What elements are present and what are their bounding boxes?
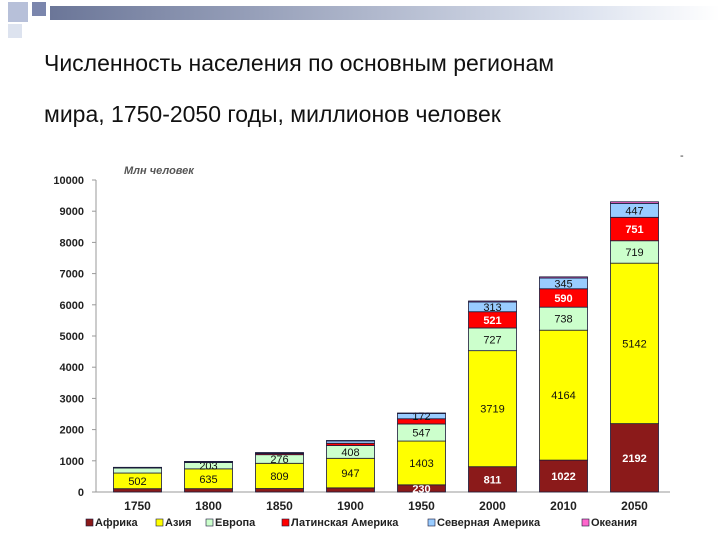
bar-segment bbox=[539, 329, 588, 461]
corner-square-small bbox=[32, 2, 46, 16]
bar-segment bbox=[255, 452, 304, 454]
bar-segment bbox=[468, 350, 517, 468]
bar-segment bbox=[468, 300, 517, 303]
stacked-bar-chart: 0 1000 2000 3000 4000 5000 6000 7000 8000 9000 100… bbox=[53, 165, 670, 529]
bar-segment bbox=[326, 457, 375, 489]
legend-swatch bbox=[85, 518, 94, 527]
x-tick-label: 1900 bbox=[337, 499, 364, 513]
bar-segment bbox=[610, 423, 659, 493]
y-tick-label: 4000 bbox=[60, 362, 84, 374]
data-label: 313 bbox=[483, 302, 501, 314]
legend-swatch bbox=[581, 518, 590, 527]
corner-square-large bbox=[8, 2, 28, 22]
legend-label: Европа bbox=[215, 517, 256, 529]
legend-label: Северная Америка bbox=[437, 517, 541, 529]
slide-title-line2: мира, 1750-2050 годы, миллионов человек bbox=[44, 101, 501, 127]
y-tick-label: 10000 bbox=[53, 175, 84, 187]
x-tick-label: 1750 bbox=[124, 499, 151, 513]
data-label: 1403 bbox=[409, 458, 433, 470]
bar-segment bbox=[468, 466, 517, 493]
legend-swatch bbox=[427, 518, 436, 527]
legend-swatch bbox=[155, 518, 164, 527]
bar-segment bbox=[113, 467, 162, 474]
x-tick-label: 2000 bbox=[479, 499, 506, 513]
bar-segment bbox=[539, 459, 588, 493]
data-label: 947 bbox=[341, 468, 359, 480]
x-tick-label: 1950 bbox=[408, 499, 435, 513]
legend-swatch bbox=[281, 518, 290, 527]
legend-swatch bbox=[205, 518, 214, 527]
y-tick-label: 0 bbox=[78, 487, 84, 499]
data-label: 408 bbox=[341, 447, 359, 459]
bar-segment bbox=[397, 440, 446, 486]
legend-label: Латинская Америка bbox=[291, 517, 399, 529]
data-label: 5142 bbox=[622, 338, 646, 350]
y-tick-label: 2000 bbox=[60, 425, 84, 437]
bar-segment bbox=[539, 276, 588, 279]
y-tick-label: 8000 bbox=[60, 237, 84, 249]
data-label: 738 bbox=[554, 314, 572, 326]
data-label: 4164 bbox=[551, 390, 575, 402]
bar-segment bbox=[326, 440, 375, 442]
y-axis-label: Млн человек bbox=[124, 165, 195, 177]
data-label: 751 bbox=[625, 224, 643, 236]
x-tick-label: 2050 bbox=[621, 499, 648, 513]
bar-segment bbox=[255, 488, 304, 493]
data-label: 635 bbox=[199, 474, 217, 486]
y-tick-label: 6000 bbox=[60, 300, 84, 312]
bar-segment bbox=[397, 412, 446, 414]
bar-segment bbox=[610, 262, 659, 425]
data-label: 809 bbox=[270, 471, 288, 483]
y-tick-label: 1000 bbox=[60, 456, 84, 468]
y-tick-label: 3000 bbox=[60, 393, 84, 405]
data-label: 203 bbox=[199, 461, 217, 473]
data-label: 811 bbox=[484, 474, 502, 486]
legend-label: Африка bbox=[95, 517, 139, 529]
bar-segment bbox=[184, 488, 233, 493]
bar-segment bbox=[113, 466, 162, 469]
legend-label: Океания bbox=[591, 517, 637, 529]
legend-label: Азия bbox=[165, 517, 192, 529]
bar-segment bbox=[610, 201, 659, 204]
bar-segment bbox=[113, 488, 162, 493]
data-label: 276 bbox=[270, 454, 288, 466]
data-label: 230 bbox=[412, 483, 430, 495]
header-gradient-bar bbox=[50, 6, 720, 20]
bar-segment bbox=[326, 487, 375, 493]
bar-segment bbox=[184, 461, 233, 463]
corner-square-pale bbox=[8, 24, 22, 38]
data-label: 2192 bbox=[622, 453, 646, 465]
data-label: 447 bbox=[625, 205, 643, 217]
slide-title-line1: Численность населения по основным регион… bbox=[44, 50, 555, 76]
corner-dash: - bbox=[680, 150, 684, 162]
data-label: 1022 bbox=[551, 471, 575, 483]
data-label: 521 bbox=[483, 315, 501, 327]
data-label: 727 bbox=[483, 334, 501, 346]
data-label: 590 bbox=[554, 293, 572, 305]
y-tick-label: 9000 bbox=[60, 206, 84, 218]
x-tick-label: 1850 bbox=[266, 499, 293, 513]
y-tick-label: 5000 bbox=[60, 331, 84, 343]
data-label: 547 bbox=[412, 428, 430, 440]
data-label: 719 bbox=[625, 247, 643, 259]
x-tick-label: 1800 bbox=[195, 499, 222, 513]
y-tick-label: 7000 bbox=[60, 269, 84, 281]
x-tick-label: 2010 bbox=[550, 499, 577, 513]
data-label: 502 bbox=[128, 476, 146, 488]
data-label: 172 bbox=[412, 411, 430, 423]
data-label: 3719 bbox=[480, 404, 504, 416]
bar-segment bbox=[255, 462, 304, 489]
data-label: 345 bbox=[554, 278, 572, 290]
